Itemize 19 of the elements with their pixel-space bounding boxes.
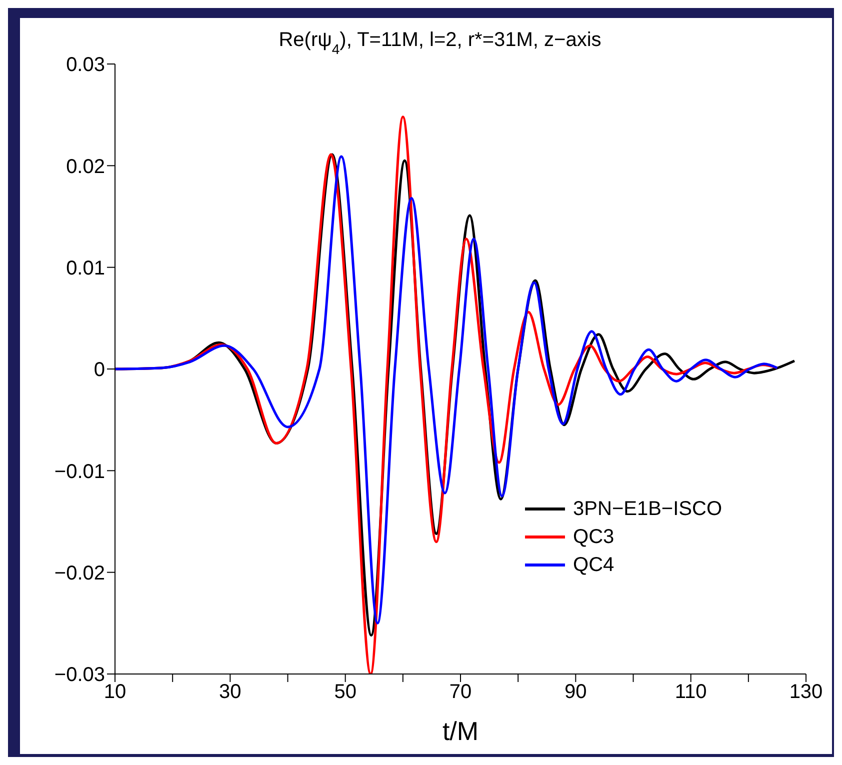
chart-title: Re(rψ$_{4}$), T=11M, l=2, r*=31M, z−axis [278,29,602,57]
y-tick-label: −0.03 [54,664,105,686]
x-axis-title: t/M [442,716,479,746]
y-tick-label: −0.01 [54,460,105,483]
x-tick-label: 10 [104,681,126,704]
x-tick-label: 50 [334,681,356,704]
x-tick-label: 90 [564,681,587,704]
y-tick-label: 0.03 [66,54,105,76]
x-tick-label: 130 [789,681,823,704]
x-tick-label: 30 [219,681,242,704]
legend-label: QC3 [573,525,614,550]
x-tick-label: 70 [449,681,472,704]
y-tick-label: 0.01 [66,257,105,280]
y-tick-label: 0.02 [66,156,105,178]
legend-label: 3PN−E1B−ISCO [573,497,722,522]
x-tick-label: 110 [674,681,707,704]
y-tick-label: 0 [94,359,105,382]
legend-label: QC4 [573,553,614,578]
y-tick-label: −0.02 [54,562,105,584]
